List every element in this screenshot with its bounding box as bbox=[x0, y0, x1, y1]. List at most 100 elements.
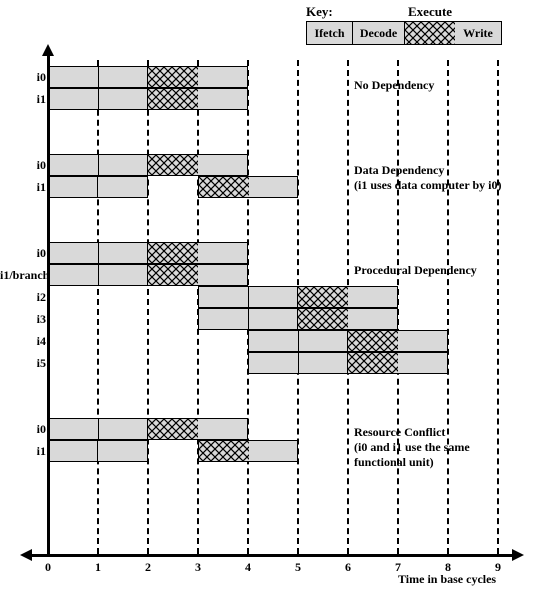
group-label-0: No Dependency bbox=[354, 78, 434, 93]
stage bbox=[49, 419, 99, 439]
row-label-i1: i1 bbox=[0, 180, 46, 195]
gridline-9 bbox=[497, 60, 499, 554]
tick-0: 0 bbox=[41, 560, 55, 575]
inst-i1/branch bbox=[48, 264, 248, 286]
stage bbox=[49, 265, 99, 285]
stage bbox=[99, 89, 149, 109]
stage bbox=[49, 441, 98, 461]
row-label-i0: i0 bbox=[0, 70, 46, 85]
stage bbox=[99, 419, 149, 439]
axis-label: Time in base cycles bbox=[398, 572, 496, 587]
inst-i0 bbox=[48, 242, 248, 264]
stage bbox=[249, 287, 299, 307]
stage bbox=[348, 353, 398, 373]
inst-i2 bbox=[198, 286, 398, 308]
row-label-i2: i2 bbox=[0, 290, 46, 305]
stage bbox=[99, 155, 149, 175]
stage bbox=[398, 331, 448, 351]
group-label-3: Resource Conflict (i0 and i1 use the sam… bbox=[354, 425, 470, 470]
gridline-8 bbox=[447, 60, 449, 554]
stage bbox=[99, 243, 149, 263]
row-label-i1: i1 bbox=[0, 444, 46, 459]
stage bbox=[49, 89, 99, 109]
pipeline-diagram: Key:ExecuteIfetchDecodeWriteNo Dependenc… bbox=[0, 0, 536, 592]
inst-i5 bbox=[248, 352, 448, 374]
stage bbox=[49, 67, 99, 87]
tick-2: 2 bbox=[141, 560, 155, 575]
row-label-i5: i5 bbox=[0, 356, 46, 371]
arrow-left bbox=[20, 549, 32, 561]
inst-i1 bbox=[48, 88, 248, 110]
inst-i4 bbox=[248, 330, 448, 352]
inst-i1-a bbox=[48, 176, 148, 198]
arrow-up bbox=[42, 44, 54, 56]
row-label-i0: i0 bbox=[0, 422, 46, 437]
inst-i3 bbox=[198, 308, 398, 330]
stage bbox=[249, 331, 299, 351]
stage-exec bbox=[199, 441, 248, 461]
row-label-i0: i0 bbox=[0, 158, 46, 173]
row-label-i4: i4 bbox=[0, 334, 46, 349]
stage bbox=[299, 331, 349, 351]
stage bbox=[348, 309, 398, 329]
tick-1: 1 bbox=[91, 560, 105, 575]
tick-5: 5 bbox=[291, 560, 305, 575]
stage bbox=[98, 441, 147, 461]
key-stage-execute bbox=[405, 22, 455, 44]
stage bbox=[198, 155, 248, 175]
stage-exec bbox=[199, 177, 248, 197]
stage bbox=[348, 331, 398, 351]
key-stage-write: Write bbox=[455, 22, 501, 44]
stage bbox=[198, 89, 248, 109]
tick-4: 4 bbox=[241, 560, 255, 575]
x-axis bbox=[30, 554, 514, 557]
stage bbox=[298, 287, 348, 307]
tick-3: 3 bbox=[191, 560, 205, 575]
stage bbox=[249, 309, 299, 329]
row-label-i3: i3 bbox=[0, 312, 46, 327]
stage bbox=[148, 243, 198, 263]
stage bbox=[99, 67, 149, 87]
stage bbox=[98, 177, 147, 197]
stage bbox=[199, 287, 249, 307]
stage bbox=[398, 353, 448, 373]
gridline-2 bbox=[147, 60, 149, 554]
stage bbox=[49, 243, 99, 263]
stage bbox=[249, 353, 299, 373]
stage bbox=[198, 265, 248, 285]
stage bbox=[99, 265, 149, 285]
gridline-1 bbox=[97, 60, 99, 554]
stage bbox=[148, 89, 198, 109]
stage bbox=[298, 309, 348, 329]
row-label-i1/branch: i1/branch bbox=[0, 268, 46, 283]
y-axis bbox=[47, 54, 50, 554]
stage bbox=[248, 177, 297, 197]
stage bbox=[49, 177, 98, 197]
stage bbox=[148, 419, 198, 439]
stage bbox=[198, 419, 248, 439]
inst-i0 bbox=[48, 154, 248, 176]
inst-i1-b bbox=[198, 176, 298, 198]
stage bbox=[148, 67, 198, 87]
stage bbox=[49, 155, 99, 175]
key-stage-ifetch: Ifetch bbox=[307, 22, 353, 44]
group-label-2: Procedural Dependency bbox=[354, 263, 477, 278]
inst-i1-b bbox=[198, 440, 298, 462]
key-stage-decode: Decode bbox=[353, 22, 405, 44]
stage bbox=[198, 67, 248, 87]
inst-i0 bbox=[48, 66, 248, 88]
arrow-right bbox=[512, 549, 524, 561]
row-label-i0: i0 bbox=[0, 246, 46, 261]
stage bbox=[248, 441, 297, 461]
stage bbox=[348, 287, 398, 307]
inst-i0 bbox=[48, 418, 248, 440]
stage bbox=[148, 265, 198, 285]
stage bbox=[198, 243, 248, 263]
stage bbox=[299, 353, 349, 373]
stage bbox=[148, 155, 198, 175]
group-label-1: Data Dependency (i1 uses data computer b… bbox=[354, 163, 501, 193]
row-label-i1: i1 bbox=[0, 92, 46, 107]
inst-i1-a bbox=[48, 440, 148, 462]
key-legend: IfetchDecode Write bbox=[306, 21, 502, 45]
stage bbox=[199, 309, 249, 329]
